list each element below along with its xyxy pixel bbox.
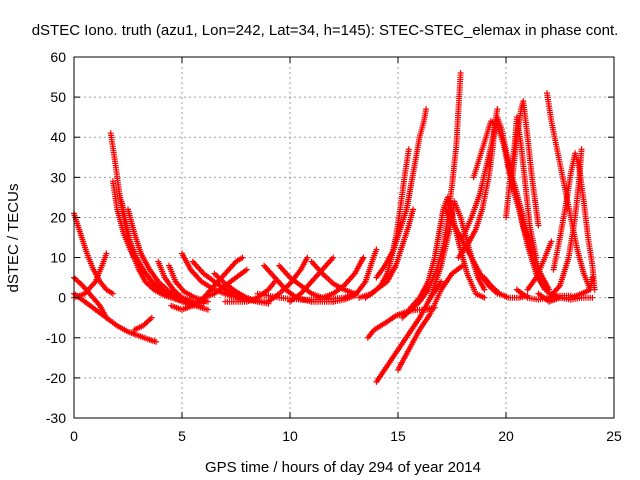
y-tick-label: 10	[50, 250, 66, 266]
series-3	[71, 290, 160, 345]
series-8	[131, 314, 155, 333]
chart-title: dSTEC Iono. truth (azu1, Lon=242, Lat=34…	[32, 22, 619, 39]
series-markers	[399, 70, 464, 321]
series-42	[524, 238, 555, 293]
y-tick-labels: -30 -20 -10 0 10 20 30 40 50 60	[46, 49, 66, 426]
plot-frame	[73, 56, 615, 419]
series-31	[399, 70, 464, 321]
y-tick-label: 50	[50, 89, 66, 105]
y-tick-label: 60	[50, 49, 66, 65]
series-markers	[308, 258, 358, 297]
series-48	[513, 286, 574, 303]
series-markers	[395, 262, 466, 373]
x-axis-label: GPS time / hours of day 294 of year 2014	[205, 459, 481, 476]
series-markers	[513, 286, 574, 303]
series-30	[395, 262, 466, 373]
series-markers	[330, 246, 380, 305]
series-markers	[459, 114, 563, 301]
series-markers	[373, 106, 430, 281]
x-tick-label: 5	[178, 428, 186, 444]
x-tick-label: 15	[390, 428, 406, 444]
series-markers	[373, 278, 445, 385]
x-tick-label: 0	[70, 428, 78, 444]
y-tick-label: -20	[46, 370, 66, 386]
series-20	[276, 262, 326, 301]
x-tick-label: 25	[606, 428, 622, 444]
series-markers	[505, 162, 553, 293]
series-markers	[319, 254, 367, 301]
y-tick-label: 30	[50, 169, 66, 185]
y-tick-label: 40	[50, 129, 66, 145]
series-24	[330, 246, 380, 305]
x-tick-labels: 0 5 10 15 20 25	[70, 428, 622, 444]
series-markers	[524, 238, 555, 293]
series-22	[308, 258, 358, 297]
series-markers	[362, 206, 417, 301]
series-29	[373, 278, 445, 385]
series-36	[459, 114, 563, 301]
series-28	[373, 106, 430, 281]
series-markers	[71, 290, 160, 345]
series-markers	[131, 314, 155, 333]
y-tick-label: -30	[46, 410, 66, 426]
y-tick-label: 0	[58, 290, 66, 306]
x-tick-label: 20	[498, 428, 514, 444]
series-markers	[276, 262, 326, 301]
y-tick-label: -10	[46, 330, 66, 346]
series-27	[362, 206, 417, 301]
data-markers	[71, 70, 598, 385]
y-axis-label: dSTEC / TECUs	[5, 184, 22, 293]
x-tick-label: 10	[282, 428, 298, 444]
y-tick-label: 20	[50, 209, 66, 225]
series-41	[505, 162, 553, 293]
axis-ticks	[73, 56, 615, 419]
series-23	[319, 254, 367, 301]
